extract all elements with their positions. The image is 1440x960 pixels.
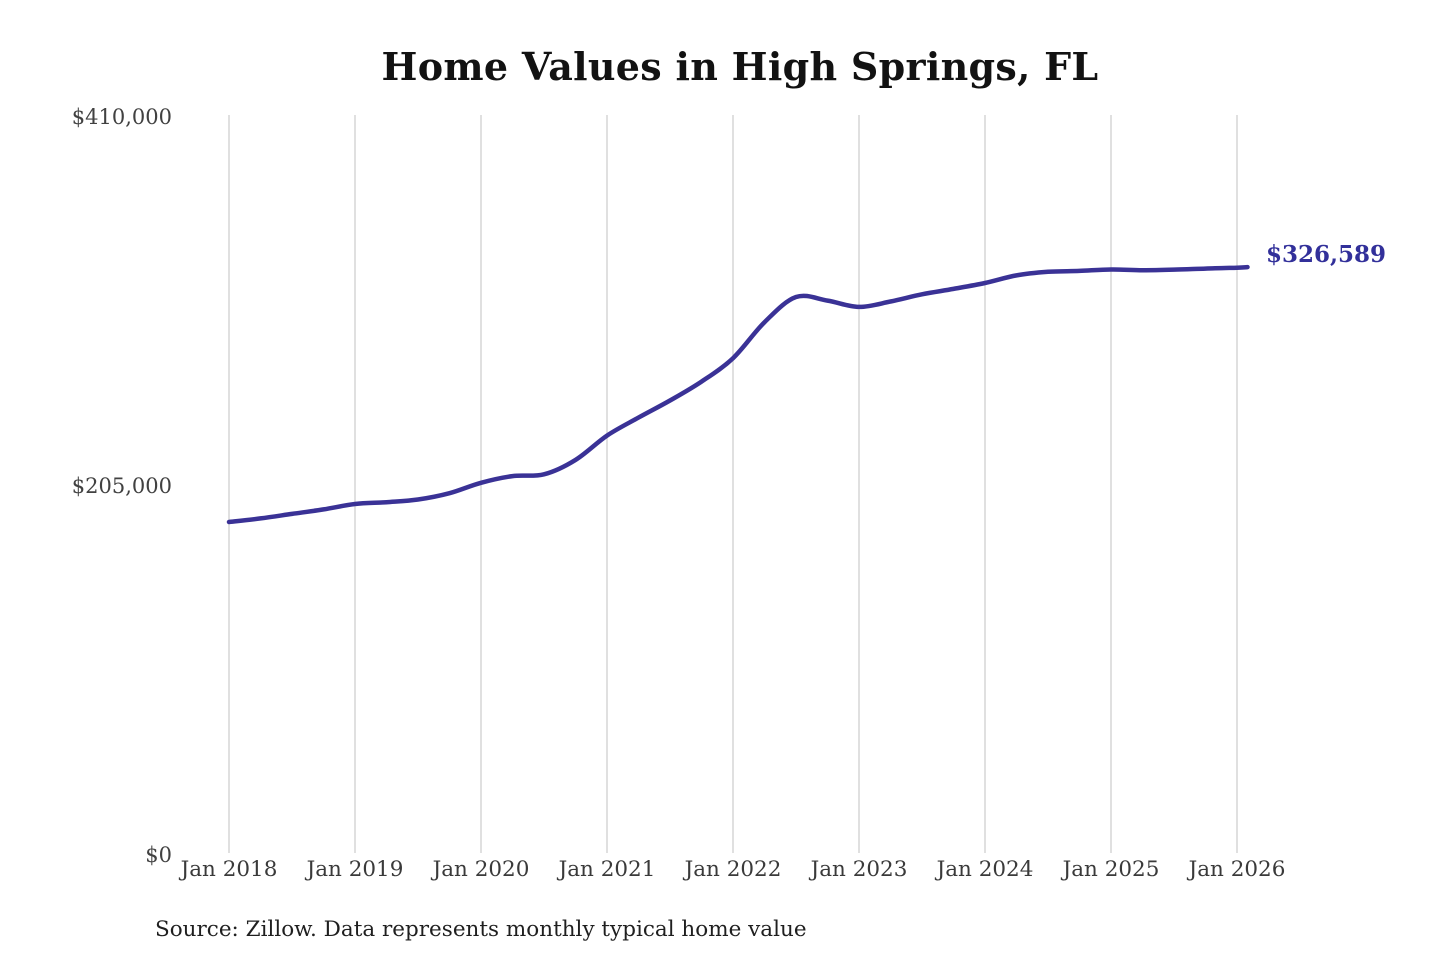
y-tick-label: $0 <box>145 843 172 867</box>
source-note: Source: Zillow. Data represents monthly … <box>155 917 807 942</box>
current-value-label: $326,589 <box>1266 241 1387 268</box>
y-tick-label: $205,000 <box>71 474 172 498</box>
x-tick-label: Jan 2021 <box>558 857 656 882</box>
x-tick-label: Jan 2026 <box>1188 857 1286 882</box>
y-tick-label: $410,000 <box>71 105 172 129</box>
x-tick-label: Jan 2018 <box>180 857 278 882</box>
x-tick-label: Jan 2025 <box>1062 857 1160 882</box>
home-value-line <box>226 264 1250 525</box>
x-tick-label: Jan 2020 <box>432 857 530 882</box>
chart-title: Home Values in High Springs, FL <box>381 44 1099 89</box>
x-tick-label: Jan 2019 <box>306 857 404 882</box>
x-tick-label: Jan 2023 <box>810 857 908 882</box>
x-tick-label: Jan 2022 <box>684 857 782 882</box>
x-tick-label: Jan 2024 <box>936 857 1034 882</box>
